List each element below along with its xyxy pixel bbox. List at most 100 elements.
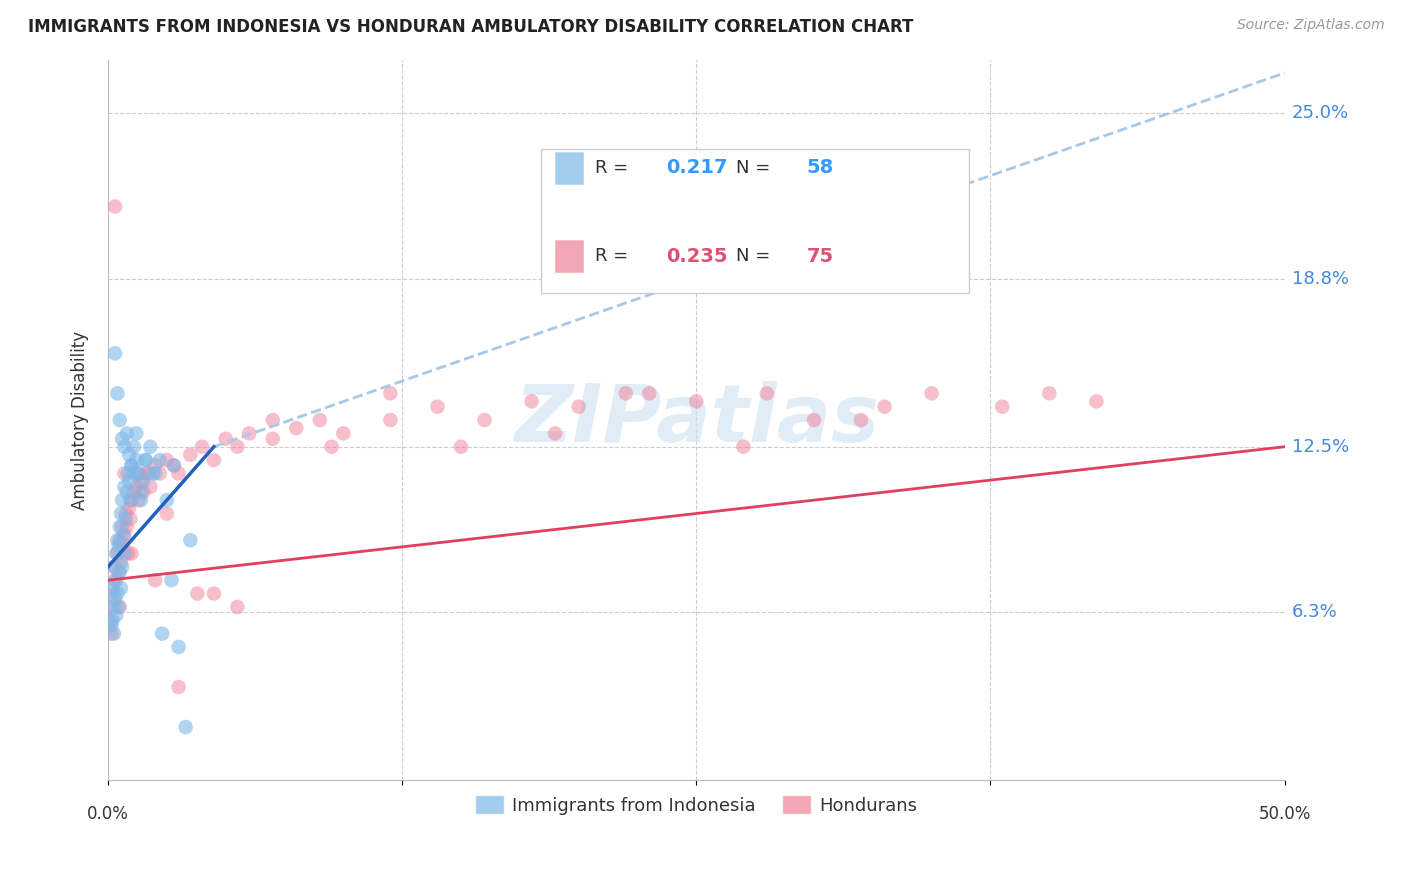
Point — [143, 573, 166, 587]
Point — [107, 533, 129, 548]
Point — [160, 573, 183, 587]
Point — [114, 467, 136, 481]
Text: 18.8%: 18.8% — [1292, 269, 1348, 287]
Point — [110, 507, 132, 521]
Point — [143, 467, 166, 481]
Point — [115, 426, 138, 441]
Point — [132, 485, 155, 500]
Point — [101, 613, 124, 627]
Point — [1038, 386, 1060, 401]
Text: N =: N = — [737, 159, 776, 177]
Point — [114, 480, 136, 494]
Point — [112, 539, 135, 553]
Point — [122, 467, 145, 481]
Text: 12.5%: 12.5% — [1292, 438, 1348, 456]
Point — [100, 626, 122, 640]
Point — [167, 680, 190, 694]
Point — [803, 413, 825, 427]
Point — [474, 413, 496, 427]
Point — [98, 599, 121, 614]
Point — [426, 400, 449, 414]
Text: 58: 58 — [807, 159, 834, 178]
Point — [100, 618, 122, 632]
Point — [174, 720, 197, 734]
Point — [380, 386, 402, 401]
Point — [107, 586, 129, 600]
Legend: Immigrants from Indonesia, Hondurans: Immigrants from Indonesia, Hondurans — [468, 789, 924, 822]
Point — [128, 467, 150, 481]
Point — [450, 440, 472, 454]
Point — [214, 432, 236, 446]
Point — [132, 475, 155, 489]
Point — [103, 560, 125, 574]
Point — [149, 453, 172, 467]
Point — [167, 640, 190, 654]
Text: 0.217: 0.217 — [665, 159, 727, 178]
Point — [118, 448, 141, 462]
Text: 0.0%: 0.0% — [87, 805, 129, 823]
Point — [98, 613, 121, 627]
Point — [135, 453, 157, 467]
Point — [156, 507, 179, 521]
Point — [104, 560, 127, 574]
Point — [139, 480, 162, 494]
Point — [136, 467, 159, 481]
Point — [226, 599, 249, 614]
Point — [101, 586, 124, 600]
Y-axis label: Ambulatory Disability: Ambulatory Disability — [72, 330, 89, 509]
Point — [520, 394, 543, 409]
Point — [114, 547, 136, 561]
Point — [120, 493, 142, 508]
Point — [107, 539, 129, 553]
Point — [104, 199, 127, 213]
Point — [135, 467, 157, 481]
Point — [129, 475, 152, 489]
Point — [135, 453, 157, 467]
Point — [108, 533, 131, 548]
FancyBboxPatch shape — [555, 152, 583, 184]
Text: 75: 75 — [807, 246, 834, 266]
Point — [111, 493, 134, 508]
Point — [105, 607, 128, 622]
Point — [638, 386, 661, 401]
Text: N =: N = — [737, 247, 776, 265]
Point — [114, 440, 136, 454]
Point — [332, 426, 354, 441]
Point — [122, 440, 145, 454]
Text: 25.0%: 25.0% — [1292, 104, 1348, 122]
Point — [156, 453, 179, 467]
Point — [321, 440, 343, 454]
Point — [120, 512, 142, 526]
Point — [921, 386, 943, 401]
Text: 6.3%: 6.3% — [1292, 603, 1337, 621]
Point — [115, 485, 138, 500]
Text: Source: ZipAtlas.com: Source: ZipAtlas.com — [1237, 18, 1385, 32]
Point — [163, 458, 186, 473]
Point — [568, 400, 591, 414]
Point — [544, 426, 567, 441]
Point — [104, 591, 127, 606]
Point — [191, 440, 214, 454]
Point — [115, 520, 138, 534]
Point — [733, 440, 755, 454]
Point — [202, 586, 225, 600]
Point — [122, 485, 145, 500]
Point — [1085, 394, 1108, 409]
Point — [142, 467, 165, 481]
Point — [755, 386, 778, 401]
Point — [202, 453, 225, 467]
Point — [110, 555, 132, 569]
Point — [262, 432, 284, 446]
Point — [104, 346, 127, 360]
Point — [117, 467, 139, 481]
Point — [179, 448, 201, 462]
Point — [128, 467, 150, 481]
Point — [114, 528, 136, 542]
Point — [139, 440, 162, 454]
Point — [129, 493, 152, 508]
Point — [128, 493, 150, 508]
Text: 0.235: 0.235 — [665, 246, 727, 266]
Text: IMMIGRANTS FROM INDONESIA VS HONDURAN AMBULATORY DISABILITY CORRELATION CHART: IMMIGRANTS FROM INDONESIA VS HONDURAN AM… — [28, 18, 914, 36]
Point — [105, 573, 128, 587]
FancyBboxPatch shape — [541, 149, 969, 293]
